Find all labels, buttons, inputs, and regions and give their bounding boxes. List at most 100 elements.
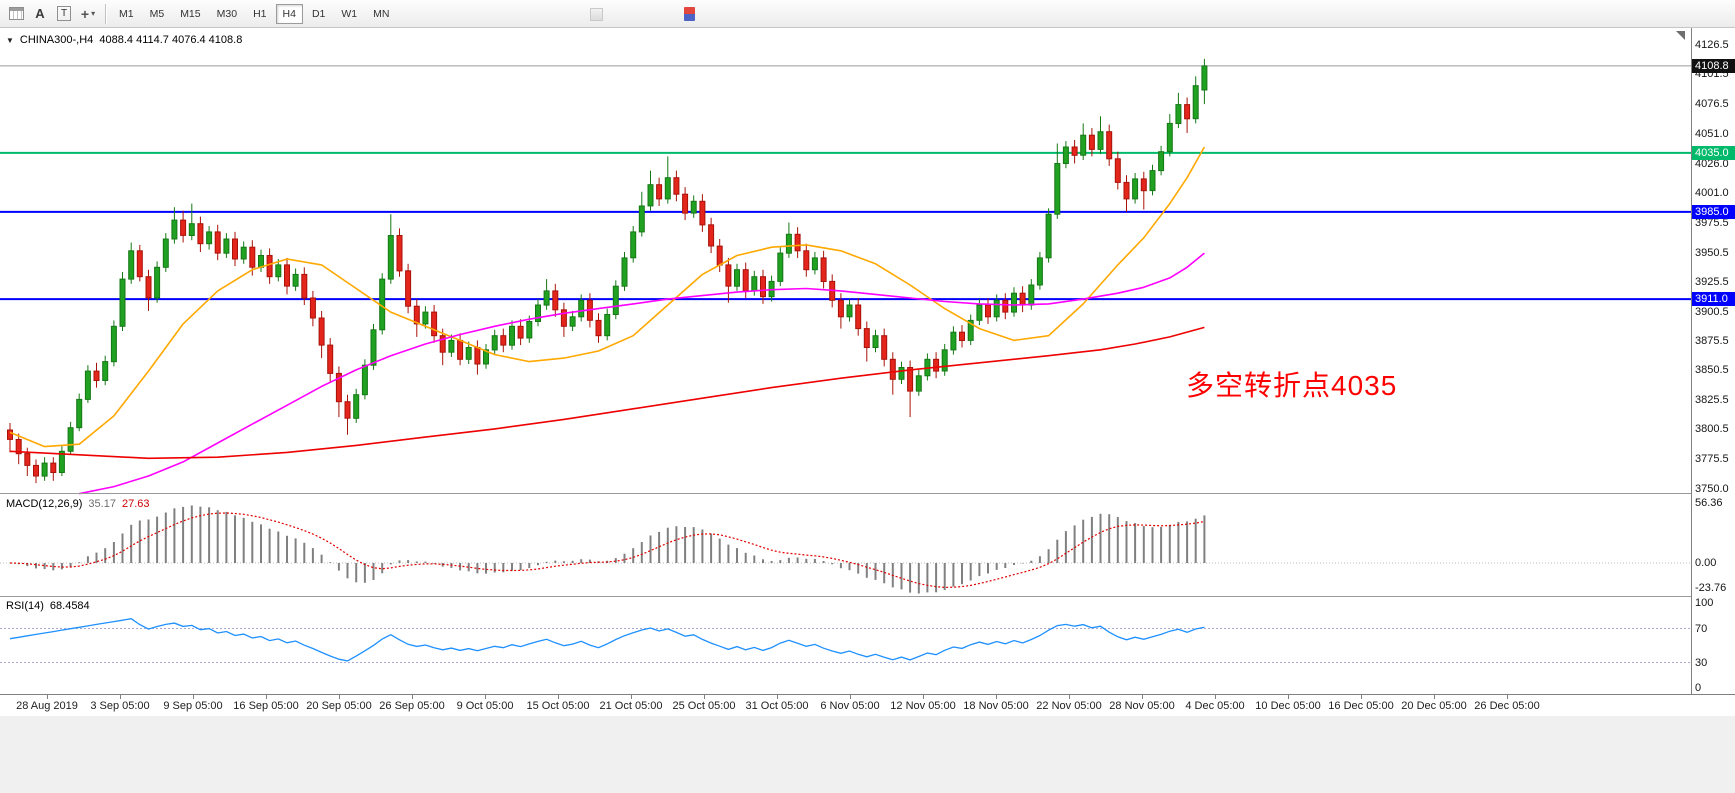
label-tool-button[interactable]: T <box>53 3 75 25</box>
rsi-axis-label: 70 <box>1695 622 1708 635</box>
time-axis-label: 21 Oct 05:00 <box>599 700 663 712</box>
candle-body <box>309 297 316 319</box>
current-price-badge: 4108.8 <box>1692 58 1735 73</box>
candle-body <box>811 257 818 271</box>
price-axis-label: 4126.5 <box>1695 39 1729 51</box>
timeframe-button-M5[interactable]: M5 <box>149 7 165 20</box>
order-icon[interactable] <box>684 7 695 21</box>
time-axis-label: 26 Dec 05:00 <box>1474 700 1540 712</box>
candle-body <box>1114 158 1121 183</box>
cursor-tool-dropdown[interactable]: + ▾ <box>77 3 99 25</box>
candle-body <box>1088 134 1095 150</box>
candle-body <box>1123 181 1130 200</box>
candle-body <box>76 398 83 429</box>
timeframe-button-M15[interactable]: M15 <box>180 7 201 20</box>
candle-body <box>915 375 922 392</box>
price-axis-label: 3900.5 <box>1695 305 1729 318</box>
misc-toolbar-icon[interactable] <box>590 8 603 21</box>
timeframe-button-H1[interactable]: H1 <box>253 7 267 20</box>
price-axis-label: 3825.5 <box>1695 393 1729 406</box>
candle-body <box>33 464 39 477</box>
candle-body <box>465 347 472 360</box>
candle-body <box>535 304 541 322</box>
time-axis-tick <box>1288 695 1289 699</box>
candle-body <box>1071 146 1078 156</box>
candle-body <box>1019 292 1026 306</box>
candle-body <box>959 331 965 342</box>
time-axis[interactable]: 28 Aug 2019 3 Sep 05:00 9 Sep 05:00 16 Sep … <box>0 694 1735 716</box>
candle-body <box>275 264 282 278</box>
chevron-down-icon: ▾ <box>91 9 96 18</box>
text-tool-label: A <box>35 6 45 21</box>
time-axis-tick <box>558 695 559 699</box>
candle-body <box>526 321 533 339</box>
timeframe-button-M1[interactable]: M1 <box>119 7 134 20</box>
time-axis-label: 4 Dec 05:00 <box>1185 700 1245 712</box>
text-tool-button[interactable]: A <box>29 3 51 25</box>
candle-body <box>1062 146 1069 164</box>
candle-body <box>855 304 862 330</box>
candle-body <box>387 235 394 280</box>
chart-area[interactable]: ▼ CHINA300-,H4 4088.4 4114.7 4076.4 4108… <box>0 28 1735 716</box>
chart-shift-marker-icon[interactable] <box>1676 31 1685 40</box>
time-axis-tick <box>1069 695 1070 699</box>
candle-body <box>214 231 221 254</box>
candle-body <box>162 238 169 268</box>
price-axis-label: 3875.5 <box>1695 335 1729 347</box>
candle-body <box>422 311 429 325</box>
timeframe-button-MN[interactable]: MN <box>373 7 390 20</box>
time-axis-tick <box>704 695 705 699</box>
candle-body <box>742 269 749 292</box>
timeframe-button-H4[interactable]: H4 <box>275 3 303 24</box>
panel-divider-macd[interactable] <box>0 493 1735 494</box>
time-axis-label: 22 Nov 05:00 <box>1036 700 1102 712</box>
time-axis-label: 3 Sep 05:00 <box>90 700 150 712</box>
candle-body <box>560 309 567 327</box>
candle-body <box>327 344 334 374</box>
candle-body <box>41 462 48 477</box>
candle-body <box>180 219 187 236</box>
ma-mid-magenta <box>79 252 1205 495</box>
timeframe-button-D1[interactable]: D1 <box>311 7 326 20</box>
price-badge-3911.0: 3911.0 <box>1692 292 1735 307</box>
grid-icon-glyph <box>8 7 24 20</box>
macd-signal-value: 27.63 <box>121 498 150 510</box>
time-axis-tick <box>1142 695 1143 699</box>
price-axis[interactable]: 4126.5 4101.5 4076.5 4051.0 4026.0 4001.0 3975… <box>1691 28 1735 694</box>
candle-body <box>1054 163 1061 215</box>
price-axis-label: 3850.5 <box>1695 364 1729 377</box>
time-axis-label: 26 Sep 05:00 <box>379 700 445 712</box>
candle-body <box>439 335 446 353</box>
macd-main-value: 35.17 <box>88 498 116 510</box>
time-axis-label: 9 Oct 05:00 <box>456 700 514 712</box>
time-axis-label: 31 Oct 05:00 <box>745 700 809 712</box>
candle-body <box>1166 122 1173 153</box>
panel-divider-rsi[interactable] <box>0 596 1735 597</box>
candle-body <box>405 270 412 307</box>
time-axis-label: 28 Aug 2019 <box>16 700 78 712</box>
candle-body <box>604 314 611 337</box>
rsi-title: RSI(14) <box>6 600 44 612</box>
candle-body <box>413 305 420 325</box>
candle-body <box>716 245 723 266</box>
price-axis-label: 4076.5 <box>1695 97 1729 110</box>
price-axis-label: 3950.5 <box>1695 246 1729 259</box>
chart-plot[interactable] <box>0 28 1691 694</box>
timeframe-button-M30[interactable]: M30 <box>216 7 238 20</box>
time-axis-label: 9 Sep 05:00 <box>163 700 223 712</box>
candle-body <box>15 439 22 455</box>
price-axis-label: 3800.5 <box>1695 423 1729 436</box>
candle-body <box>517 325 524 339</box>
candle-body <box>1140 178 1147 192</box>
grid-icon[interactable] <box>5 3 27 25</box>
candle-body <box>690 200 697 214</box>
time-axis-label: 16 Dec 05:00 <box>1328 700 1394 712</box>
price-axis-label: 3975.5 <box>1695 217 1729 230</box>
time-axis-tick <box>631 695 632 699</box>
candle-body <box>431 311 438 337</box>
candle-body <box>457 339 464 360</box>
candle-body <box>803 250 810 271</box>
timeframe-button-W1[interactable]: W1 <box>341 7 358 20</box>
collapse-arrow-icon[interactable]: ▼ <box>6 36 14 45</box>
price-badge-3985.0: 3985.0 <box>1692 204 1735 219</box>
